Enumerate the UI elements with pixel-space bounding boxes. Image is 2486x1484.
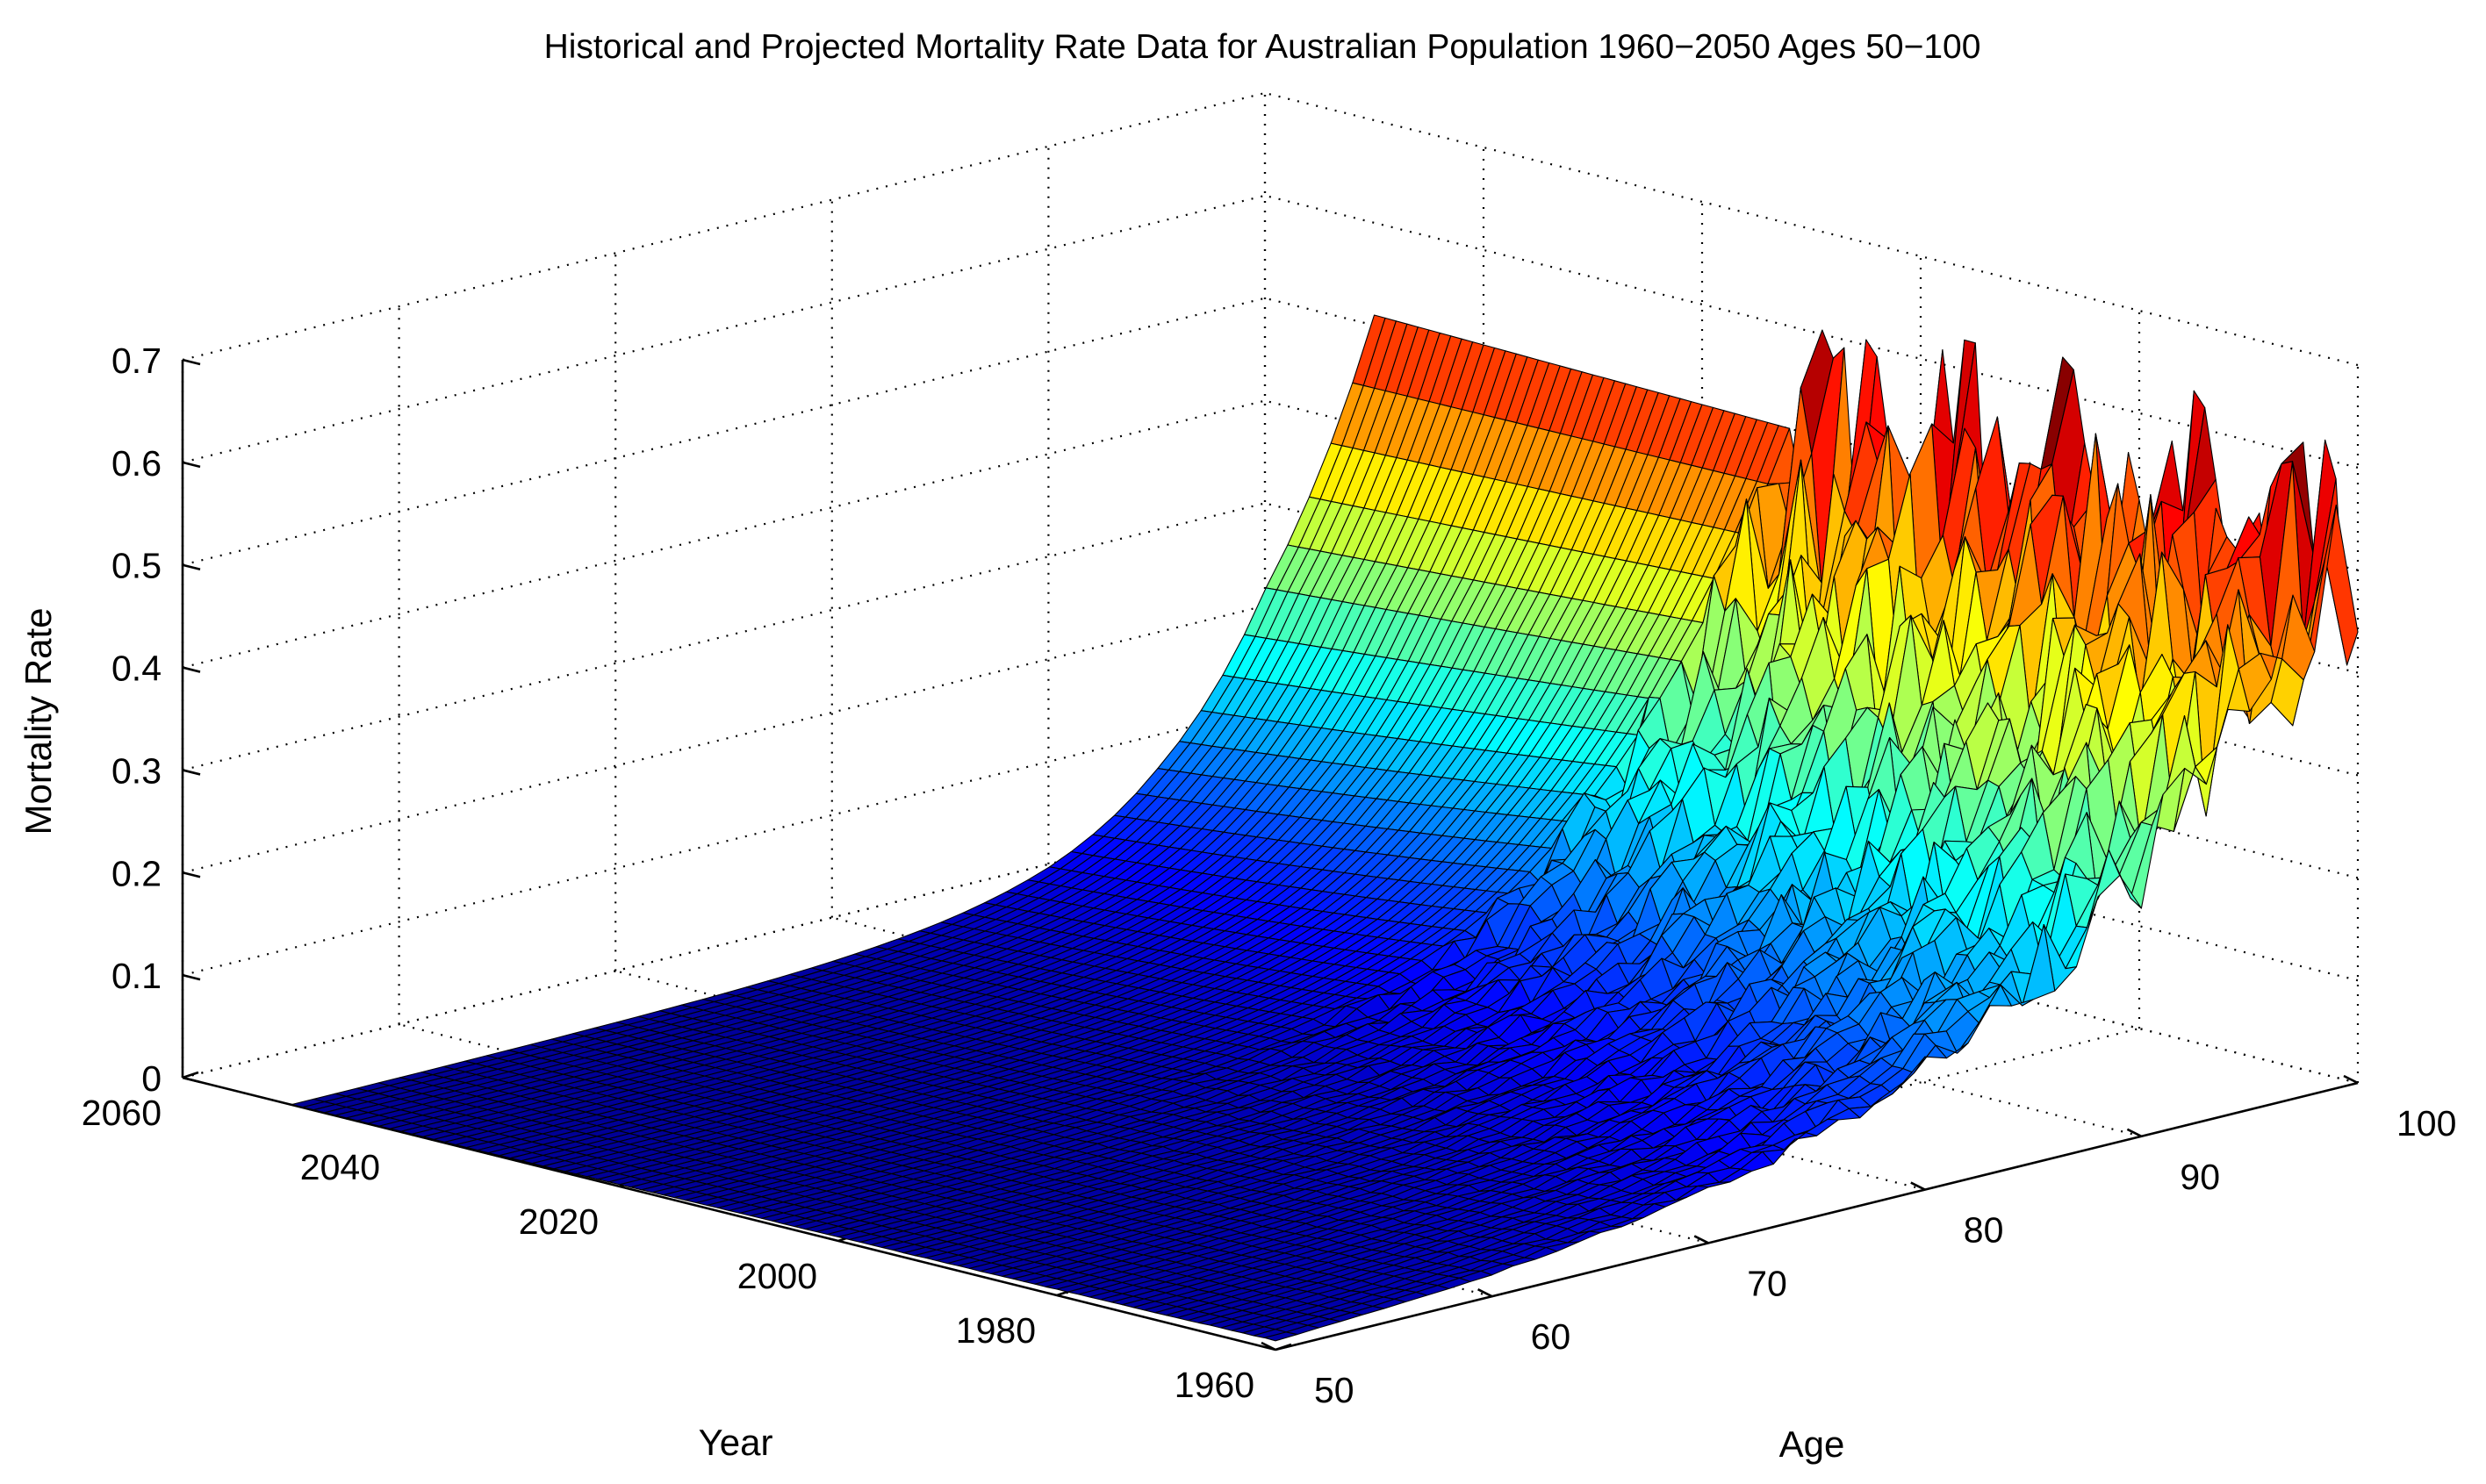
z-tick-label: 0 [141, 1058, 162, 1099]
year-axis-line [182, 1076, 1276, 1351]
y-tick-mark [1275, 1343, 1292, 1351]
z-axis-label: Mortality Rate [18, 607, 59, 835]
y-tick-label: 2020 [519, 1201, 599, 1242]
z-tick-label: 0.7 [111, 341, 162, 381]
grid-line-z [1264, 91, 2359, 367]
x-tick-label: 90 [2180, 1157, 2220, 1197]
z-tick-mark [182, 358, 201, 366]
z-tick-mark [182, 461, 201, 469]
x-tick-label: 100 [2396, 1103, 2456, 1143]
x-tick-label: 50 [1314, 1370, 1354, 1410]
x-tick-mark [1693, 1235, 1709, 1244]
grid-line-z [182, 399, 1266, 669]
grid-line-z [182, 502, 1266, 771]
z-tick-mark [182, 973, 201, 981]
z-tick-mark [182, 871, 201, 878]
z-tick-mark [182, 1076, 201, 1084]
x-tick-label: 70 [1747, 1263, 1787, 1303]
grid-line-z [182, 297, 1266, 566]
z-tick-label: 0.3 [111, 750, 162, 791]
y-tick-label: 2000 [737, 1256, 817, 1296]
z-tick-mark [182, 769, 201, 776]
age-axis-line [1275, 1081, 2359, 1351]
y-tick-label: 1960 [1175, 1365, 1254, 1405]
y-tick-label: 2060 [82, 1093, 162, 1133]
x-tick-mark [1910, 1181, 1926, 1191]
axes-layer: 0 0.1 0.2 0.3 0.4 0.5 0.6 0.7 50 60 70 80 90 100 1960 1… [82, 341, 2457, 1410]
surface-layer [291, 314, 2359, 1342]
x-tick-mark [1261, 1341, 1276, 1351]
z-tick-label: 0.5 [111, 546, 162, 586]
chart-title: Historical and Projected Mortality Rate … [544, 28, 1981, 66]
z-tick-label: 0.1 [111, 956, 162, 996]
z-tick-label: 0.4 [111, 649, 162, 689]
x-tick-mark [1477, 1288, 1493, 1298]
y-axis-label: Year [699, 1422, 773, 1463]
x-tick-mark [2126, 1128, 2142, 1137]
grid-line-z [182, 194, 1266, 463]
x-tick-label: 60 [1531, 1316, 1571, 1357]
z-tick-label: 0.2 [111, 853, 162, 893]
z-tick-label: 0.6 [111, 443, 162, 484]
z-tick-mark [182, 666, 201, 673]
x-axis-label: Age [1779, 1423, 1845, 1465]
x-tick-label: 80 [1964, 1210, 2004, 1251]
y-tick-label: 1980 [956, 1310, 1036, 1351]
x-tick-mark [2343, 1074, 2359, 1085]
z-tick-mark [182, 563, 201, 570]
grid-line-z [182, 91, 1266, 362]
y-tick-label: 2040 [300, 1147, 380, 1187]
y-tick-mark [182, 1071, 199, 1079]
